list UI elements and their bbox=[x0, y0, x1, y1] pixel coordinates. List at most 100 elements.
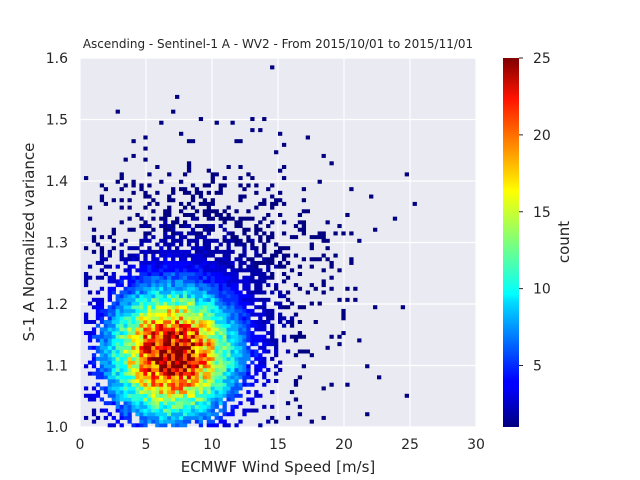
histogram-cell bbox=[171, 220, 176, 225]
histogram-cell bbox=[198, 342, 204, 347]
histogram-cell bbox=[206, 168, 211, 173]
x-tick-label: 30 bbox=[467, 437, 485, 453]
histogram-cell bbox=[194, 264, 200, 269]
histogram-cell bbox=[210, 345, 215, 350]
histogram-cell bbox=[214, 209, 219, 214]
histogram-cell bbox=[313, 286, 318, 291]
histogram-cell bbox=[234, 209, 239, 214]
histogram-cell bbox=[254, 190, 259, 195]
histogram-cell bbox=[135, 375, 140, 380]
histogram-cell bbox=[202, 390, 208, 395]
histogram-cell bbox=[103, 327, 109, 332]
histogram-cell bbox=[222, 216, 227, 221]
histogram-cell bbox=[230, 231, 235, 236]
histogram-cell bbox=[175, 319, 180, 324]
histogram-cell bbox=[151, 297, 156, 302]
histogram-cell bbox=[238, 382, 243, 387]
histogram-cell bbox=[194, 187, 200, 192]
histogram-cell bbox=[190, 334, 196, 339]
histogram-cell bbox=[139, 297, 144, 302]
histogram-cell bbox=[182, 342, 188, 347]
histogram-cell bbox=[143, 401, 148, 406]
histogram-cell bbox=[179, 297, 184, 302]
histogram-cell bbox=[242, 379, 247, 384]
histogram-cell bbox=[210, 176, 215, 181]
histogram-cell bbox=[182, 390, 188, 395]
histogram-cell bbox=[230, 379, 235, 384]
histogram-cell bbox=[202, 367, 208, 372]
histogram-cell bbox=[234, 375, 239, 380]
histogram-cell bbox=[182, 272, 188, 277]
histogram-cell bbox=[230, 319, 235, 324]
histogram-cell bbox=[131, 179, 136, 184]
histogram-cell bbox=[333, 231, 338, 236]
histogram-cell bbox=[143, 412, 148, 417]
histogram-cell bbox=[190, 297, 196, 302]
histogram-cell bbox=[214, 349, 219, 354]
histogram-cell bbox=[238, 375, 243, 380]
histogram-cell bbox=[119, 408, 124, 413]
histogram-cell bbox=[139, 331, 144, 336]
histogram-cell bbox=[214, 257, 219, 262]
histogram-cell bbox=[175, 371, 180, 376]
histogram-cell bbox=[238, 183, 243, 188]
histogram-cell bbox=[218, 301, 223, 306]
histogram-cell bbox=[190, 390, 196, 395]
histogram-cell bbox=[250, 242, 255, 247]
histogram-cell bbox=[182, 316, 188, 321]
histogram-cell bbox=[234, 323, 239, 328]
histogram-cell bbox=[285, 253, 291, 258]
histogram-cell bbox=[218, 242, 223, 247]
histogram-cell bbox=[202, 401, 208, 406]
histogram-cell bbox=[230, 390, 235, 395]
histogram-cell bbox=[214, 305, 219, 310]
histogram-cell bbox=[222, 253, 227, 258]
histogram-cell bbox=[274, 286, 279, 291]
histogram-cell bbox=[175, 264, 180, 269]
histogram-cell bbox=[186, 297, 192, 302]
histogram-cell bbox=[242, 360, 247, 365]
histogram-cell bbox=[182, 331, 188, 336]
histogram-cell bbox=[123, 386, 128, 391]
histogram-cell bbox=[159, 404, 164, 409]
histogram-cell bbox=[127, 375, 132, 380]
histogram-cell bbox=[151, 393, 156, 398]
histogram-cell bbox=[190, 260, 196, 265]
histogram-cell bbox=[281, 231, 287, 236]
histogram-cell bbox=[139, 412, 144, 417]
histogram-cell bbox=[254, 279, 259, 284]
histogram-cell bbox=[218, 375, 223, 380]
histogram-cell bbox=[206, 212, 211, 217]
histogram-cell bbox=[214, 316, 219, 321]
histogram-cell bbox=[242, 301, 247, 306]
histogram-cell bbox=[131, 319, 136, 324]
histogram-cell bbox=[159, 297, 164, 302]
histogram-cell bbox=[246, 264, 251, 269]
histogram-cell bbox=[175, 246, 180, 251]
histogram-cell bbox=[163, 238, 168, 243]
histogram-cell bbox=[190, 415, 196, 420]
histogram-cell bbox=[159, 323, 164, 328]
histogram-cell bbox=[182, 349, 188, 354]
histogram-cell bbox=[258, 327, 263, 332]
histogram-cell bbox=[214, 120, 219, 125]
histogram-cell bbox=[238, 268, 243, 273]
histogram-cell bbox=[373, 227, 378, 232]
histogram-cell bbox=[135, 246, 140, 251]
histogram-cell bbox=[107, 386, 112, 391]
histogram-cell bbox=[159, 412, 164, 417]
histogram-cell bbox=[131, 305, 136, 310]
histogram-cell bbox=[262, 216, 267, 221]
histogram-cell bbox=[210, 331, 215, 336]
histogram-cell bbox=[135, 401, 140, 406]
histogram-cell bbox=[171, 227, 176, 232]
histogram-cell bbox=[218, 249, 223, 254]
histogram-cell bbox=[143, 146, 148, 151]
histogram-cell bbox=[293, 353, 299, 358]
histogram-cell bbox=[210, 397, 215, 402]
histogram-cell bbox=[139, 264, 144, 269]
histogram-cell bbox=[139, 415, 144, 420]
histogram-cell bbox=[175, 294, 180, 299]
histogram-cell bbox=[139, 308, 144, 313]
histogram-cell bbox=[147, 279, 152, 284]
